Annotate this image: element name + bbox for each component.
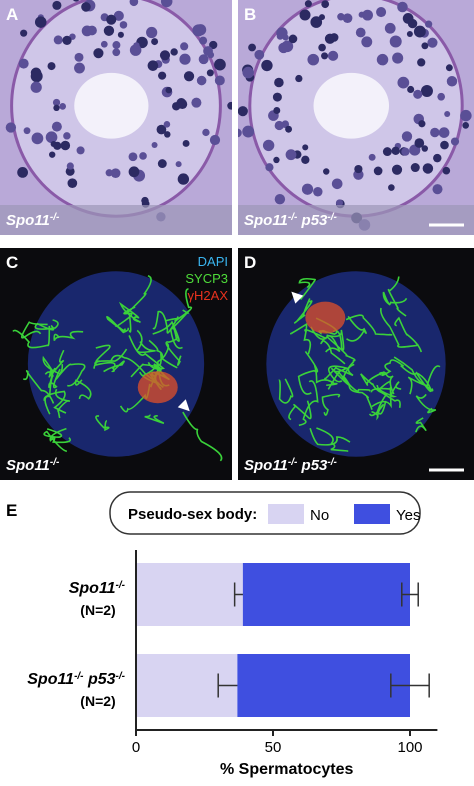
panel-caption: Spo11-/-	[6, 212, 60, 230]
stain-label: γH2AX	[188, 288, 229, 303]
legend-title: Pseudo-sex body:	[128, 506, 257, 523]
text-segment: Spo11	[244, 457, 288, 474]
text-segment: Spo11	[6, 457, 50, 474]
superscript: -/-	[288, 457, 298, 468]
text-segment: Spo11	[69, 580, 116, 597]
x-tick-label: 100	[397, 739, 422, 756]
superscript: -/-	[50, 212, 60, 223]
category-label: Spo11-/-	[69, 580, 126, 598]
text-segment: p53	[297, 212, 328, 229]
stain-label: DAPI	[198, 254, 228, 269]
bar-segment	[242, 563, 410, 626]
panel-label: B	[244, 5, 256, 24]
superscript: -/-	[327, 212, 337, 223]
bar-segment	[136, 563, 243, 626]
superscript: -/-	[116, 671, 126, 682]
stain-label: SYCP3	[185, 271, 228, 286]
panel-label: D	[244, 253, 256, 272]
panel-label: E	[6, 501, 17, 520]
arrowhead	[291, 291, 304, 304]
error-bar	[390, 673, 430, 698]
text-segment: p53	[297, 457, 328, 474]
x-axis-label: % Spermatocytes	[220, 761, 353, 778]
micrograph-panel	[238, 248, 474, 480]
micrograph-panel	[0, 0, 232, 235]
superscript: -/-	[116, 580, 126, 591]
micrograph-panel	[0, 248, 232, 480]
category-label: Spo11-/- p53-/-	[27, 671, 125, 689]
panel-caption: Spo11-/- p53-/-	[244, 457, 337, 475]
superscript: -/-	[327, 457, 337, 468]
micrograph-panel	[238, 0, 474, 235]
arrowhead	[177, 399, 190, 412]
category-note: (N=2)	[80, 693, 115, 709]
text-segment: Spo11	[244, 212, 288, 229]
text-segment: p53	[84, 671, 116, 688]
error-bar	[401, 582, 419, 607]
x-tick-label: 50	[265, 739, 282, 756]
category-note: (N=2)	[80, 602, 115, 618]
panel-label: C	[6, 253, 18, 272]
panel-caption: Spo11-/- p53-/-	[244, 212, 337, 230]
superscript: -/-	[74, 671, 84, 682]
panel-caption: Spo11-/-	[6, 457, 60, 475]
superscript: -/-	[50, 457, 60, 468]
legend-label: Yes	[396, 507, 420, 524]
superscript: -/-	[288, 212, 298, 223]
legend-label: No	[310, 507, 329, 524]
text-segment: Spo11	[6, 212, 50, 229]
x-tick-label: 0	[132, 739, 140, 756]
bar-segment	[237, 654, 410, 717]
legend-box	[109, 491, 421, 535]
legend-swatch	[354, 504, 390, 524]
legend-swatch	[268, 504, 304, 524]
text-segment: Spo11	[27, 671, 74, 688]
panel-label: A	[6, 5, 18, 24]
